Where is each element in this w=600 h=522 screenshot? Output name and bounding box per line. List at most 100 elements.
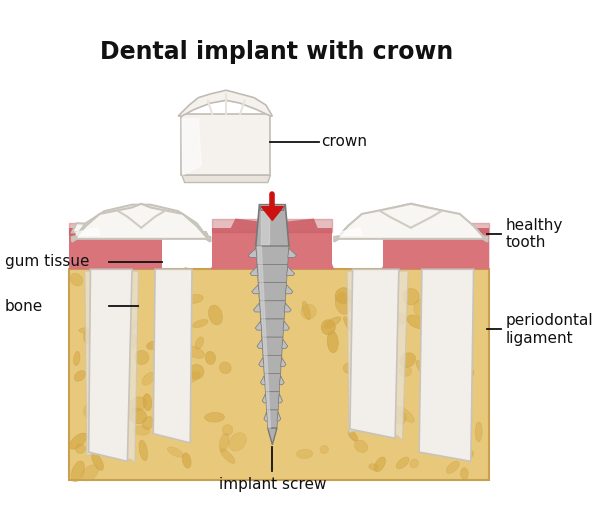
- Polygon shape: [260, 376, 265, 385]
- Ellipse shape: [99, 376, 118, 392]
- Polygon shape: [334, 204, 487, 242]
- Polygon shape: [265, 392, 280, 410]
- Ellipse shape: [113, 400, 120, 413]
- Polygon shape: [76, 228, 100, 235]
- Polygon shape: [212, 228, 332, 269]
- Ellipse shape: [445, 343, 460, 358]
- Ellipse shape: [76, 444, 85, 454]
- Ellipse shape: [374, 367, 383, 376]
- Ellipse shape: [135, 350, 149, 364]
- Polygon shape: [262, 394, 266, 403]
- Ellipse shape: [369, 464, 379, 470]
- Polygon shape: [182, 175, 271, 183]
- Ellipse shape: [302, 301, 310, 320]
- Polygon shape: [252, 285, 259, 294]
- Polygon shape: [69, 269, 489, 480]
- Ellipse shape: [397, 457, 409, 469]
- Ellipse shape: [161, 274, 175, 287]
- Ellipse shape: [182, 453, 191, 468]
- Ellipse shape: [70, 274, 83, 286]
- Ellipse shape: [446, 461, 459, 473]
- Polygon shape: [264, 374, 281, 392]
- Polygon shape: [258, 282, 287, 301]
- Polygon shape: [262, 337, 283, 355]
- Ellipse shape: [327, 331, 338, 353]
- Ellipse shape: [74, 371, 85, 381]
- Ellipse shape: [434, 441, 444, 452]
- Ellipse shape: [448, 340, 465, 352]
- Text: periodontal
ligament: periodontal ligament: [506, 313, 593, 346]
- Polygon shape: [85, 271, 139, 463]
- Ellipse shape: [355, 440, 368, 453]
- Polygon shape: [256, 246, 289, 265]
- Ellipse shape: [438, 285, 455, 294]
- Polygon shape: [263, 355, 282, 374]
- Polygon shape: [211, 219, 334, 269]
- Polygon shape: [288, 248, 296, 257]
- Polygon shape: [257, 246, 271, 428]
- Polygon shape: [69, 223, 161, 269]
- Polygon shape: [283, 321, 289, 330]
- Ellipse shape: [121, 333, 137, 349]
- Ellipse shape: [128, 321, 137, 332]
- Ellipse shape: [98, 424, 112, 437]
- Text: crown: crown: [321, 134, 367, 149]
- Ellipse shape: [348, 430, 358, 441]
- Polygon shape: [72, 204, 211, 242]
- Ellipse shape: [167, 447, 184, 457]
- Ellipse shape: [91, 434, 100, 446]
- Ellipse shape: [421, 328, 434, 342]
- Polygon shape: [153, 269, 192, 443]
- Ellipse shape: [129, 397, 146, 411]
- Ellipse shape: [195, 337, 203, 349]
- Ellipse shape: [79, 328, 98, 334]
- Ellipse shape: [454, 442, 461, 454]
- Polygon shape: [381, 223, 489, 269]
- Polygon shape: [280, 376, 284, 385]
- Ellipse shape: [89, 417, 101, 426]
- Ellipse shape: [74, 351, 80, 365]
- Ellipse shape: [184, 294, 203, 303]
- Ellipse shape: [146, 341, 159, 349]
- Polygon shape: [253, 303, 260, 312]
- Ellipse shape: [157, 355, 166, 375]
- Ellipse shape: [403, 289, 419, 305]
- Ellipse shape: [410, 459, 418, 468]
- Polygon shape: [259, 205, 285, 210]
- Ellipse shape: [448, 332, 468, 343]
- Polygon shape: [260, 319, 284, 337]
- Ellipse shape: [448, 362, 461, 374]
- Ellipse shape: [205, 351, 215, 364]
- Ellipse shape: [158, 382, 168, 393]
- Polygon shape: [281, 358, 286, 366]
- Polygon shape: [287, 267, 295, 276]
- Ellipse shape: [374, 457, 385, 472]
- Ellipse shape: [112, 343, 123, 353]
- Polygon shape: [338, 228, 362, 235]
- Polygon shape: [255, 321, 262, 330]
- Ellipse shape: [82, 465, 98, 481]
- Polygon shape: [264, 412, 268, 421]
- Polygon shape: [419, 269, 473, 461]
- Ellipse shape: [134, 426, 150, 435]
- Polygon shape: [286, 285, 293, 294]
- Ellipse shape: [108, 309, 121, 322]
- Ellipse shape: [143, 394, 152, 411]
- Polygon shape: [89, 269, 132, 461]
- Ellipse shape: [414, 299, 428, 316]
- Ellipse shape: [335, 293, 352, 314]
- Ellipse shape: [106, 349, 115, 358]
- Polygon shape: [72, 205, 211, 242]
- Ellipse shape: [353, 399, 371, 411]
- Text: Dental implant with crown: Dental implant with crown: [100, 40, 454, 64]
- Ellipse shape: [457, 365, 473, 379]
- Ellipse shape: [143, 417, 154, 430]
- Ellipse shape: [434, 437, 446, 447]
- Polygon shape: [256, 205, 289, 246]
- Ellipse shape: [131, 303, 139, 310]
- Polygon shape: [178, 90, 272, 116]
- Text: bone: bone: [5, 299, 43, 314]
- Ellipse shape: [460, 468, 468, 479]
- Polygon shape: [69, 228, 161, 269]
- Text: healthy
tooth: healthy tooth: [506, 218, 563, 251]
